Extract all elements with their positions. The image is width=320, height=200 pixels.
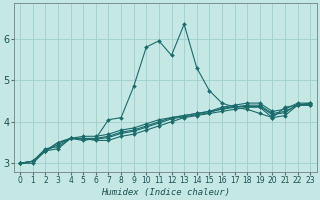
X-axis label: Humidex (Indice chaleur): Humidex (Indice chaleur)	[101, 188, 230, 197]
